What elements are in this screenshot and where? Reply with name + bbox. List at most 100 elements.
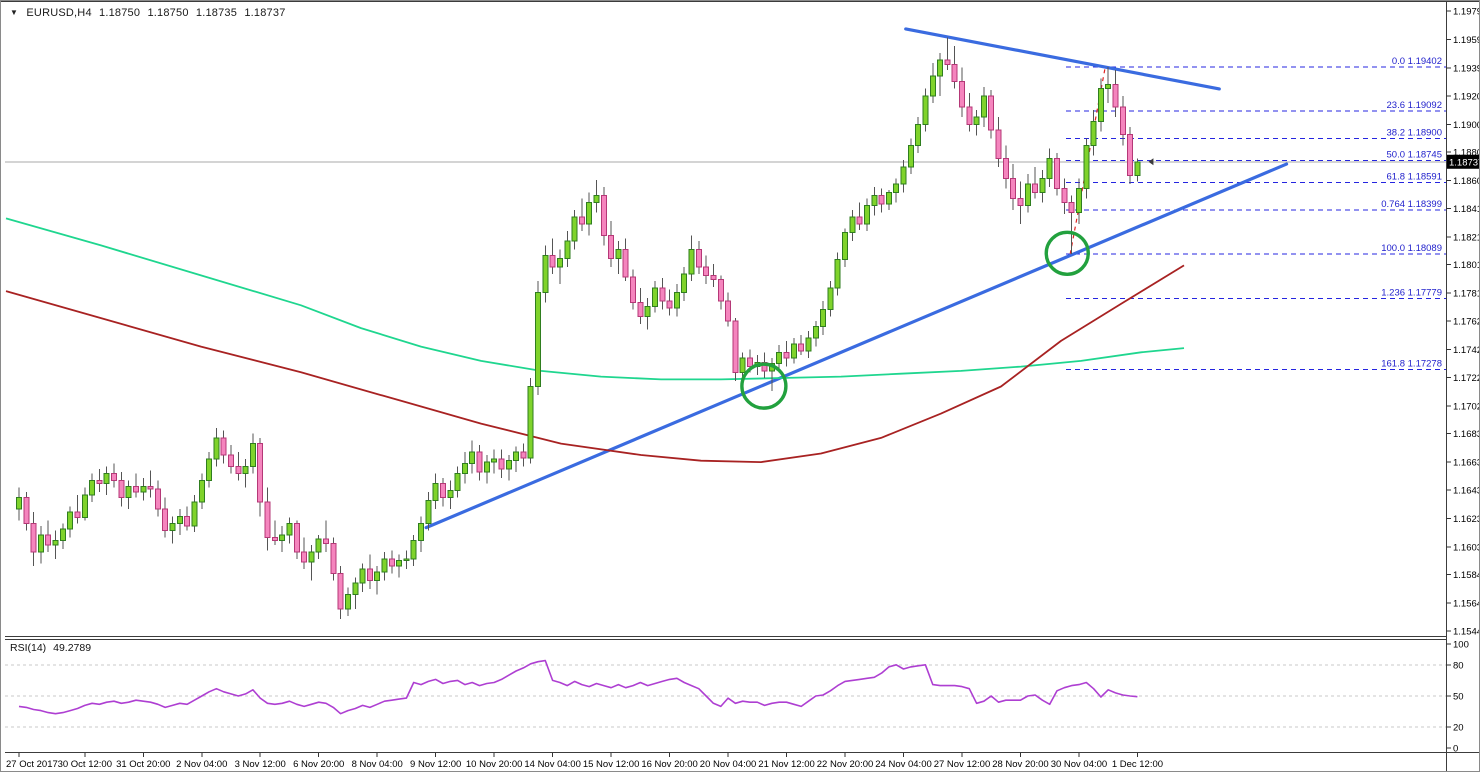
- candle-body: [111, 472, 118, 482]
- candle: [1075, 178, 1082, 225]
- candle-body: [227, 454, 234, 467]
- highlight-circle[interactable]: [740, 362, 788, 410]
- candle-body: [59, 528, 66, 541]
- candle: [995, 117, 1002, 168]
- candle: [535, 281, 542, 396]
- candle: [81, 487, 88, 521]
- rsi-scale-label: 50: [1453, 692, 1464, 703]
- last-price-marker-icon: [1142, 158, 1154, 166]
- candle: [249, 433, 256, 474]
- fib-level-label: 23.6 1.19092: [1387, 100, 1442, 111]
- price-tick-label: 1.19595: [1453, 35, 1480, 46]
- price-tick-label: 1.19795: [1453, 6, 1480, 17]
- candle-body: [1112, 83, 1119, 108]
- price-tick-label: 1.16630: [1453, 458, 1480, 469]
- chevron-down-icon[interactable]: ▼: [10, 8, 19, 17]
- candle: [227, 444, 234, 474]
- candle-body: [1075, 187, 1082, 214]
- candle: [827, 281, 834, 317]
- candle-body: [1105, 83, 1112, 90]
- candle: [491, 449, 498, 474]
- candle-body: [330, 542, 337, 574]
- candle: [732, 318, 739, 381]
- candle-body: [1090, 120, 1097, 147]
- candle-body: [89, 480, 96, 496]
- candle: [703, 255, 710, 284]
- candle: [74, 494, 81, 524]
- candle-body: [1046, 157, 1053, 179]
- candle-body: [498, 458, 505, 470]
- candle: [600, 187, 607, 246]
- price-axis[interactable]: 1.19795 1.19595 1.19395 1.19200 1.19000 1.188…: [1446, 6, 1480, 637]
- candle-body: [988, 95, 995, 131]
- trendline-descending-resistance[interactable]: [904, 27, 1221, 91]
- candle: [169, 516, 176, 544]
- ohlc-high: 1.18750: [147, 7, 189, 19]
- rsi-pane[interactable]: 100 80 50 20 0: [5, 640, 1469, 755]
- candle-body: [681, 273, 688, 293]
- candle: [951, 45, 958, 89]
- time-axis[interactable]: 27 Oct 2017 30 Oct 12:00 31 Oct 20:00 2 Nov…: [6, 753, 1163, 770]
- candle: [988, 90, 995, 139]
- rsi-line: [18, 659, 1138, 715]
- candle-body: [454, 472, 461, 492]
- candle-body: [74, 511, 81, 519]
- candle-body: [352, 582, 359, 596]
- candle-body: [637, 301, 644, 318]
- highlight-circle[interactable]: [1044, 230, 1090, 276]
- price-tick-label: 1.15840: [1453, 570, 1480, 581]
- candle: [885, 189, 892, 210]
- candle: [147, 470, 154, 498]
- candle-body: [213, 437, 220, 460]
- candle-body: [556, 257, 563, 268]
- candle: [820, 301, 827, 336]
- trendline-ascending-support[interactable]: [424, 162, 1289, 530]
- candle: [388, 550, 395, 574]
- candle-body: [439, 482, 446, 499]
- price-tick-label: 1.19200: [1453, 91, 1480, 102]
- candle-body: [1032, 183, 1039, 194]
- candle: [498, 449, 505, 478]
- candle-body: [432, 482, 439, 502]
- candlesticks: [16, 37, 1141, 619]
- candle-body: [747, 357, 753, 368]
- time-tick-label: 28 Nov 20:00: [992, 759, 1049, 770]
- candle: [776, 345, 783, 373]
- time-tick-label: 15 Nov 12:00: [583, 759, 640, 770]
- candle-body: [542, 254, 549, 293]
- candle-body: [323, 538, 330, 544]
- candle: [893, 178, 900, 203]
- candle-body: [37, 534, 44, 553]
- fib-level-label: 161.8 1.17278: [1381, 359, 1442, 370]
- candle: [45, 520, 52, 552]
- candle-body: [191, 501, 198, 527]
- candle: [1046, 148, 1053, 188]
- time-tick-label: 21 Nov 12:00: [758, 759, 815, 770]
- candle: [1068, 195, 1075, 255]
- candle-body: [520, 451, 527, 459]
- candle: [659, 278, 666, 310]
- candle: [432, 473, 439, 510]
- time-tick-label: 10 Nov 20:00: [466, 759, 523, 770]
- candle-body: [622, 249, 629, 278]
- candle-body: [1010, 177, 1017, 199]
- time-tick-label: 27 Oct 2017: [6, 759, 58, 770]
- candle: [637, 288, 644, 324]
- price-tick-label: 1.18210: [1453, 232, 1480, 243]
- candle-body: [666, 300, 673, 309]
- candle-body: [761, 361, 768, 372]
- candle-body: [995, 129, 1002, 159]
- candle: [301, 537, 308, 569]
- candle: [1054, 152, 1061, 196]
- candle: [1032, 167, 1039, 199]
- candle-body: [878, 195, 885, 205]
- candle: [1090, 110, 1097, 156]
- candle-body: [527, 386, 534, 459]
- candle: [103, 466, 110, 495]
- candle-body: [96, 480, 103, 484]
- candle-body: [732, 320, 739, 373]
- candle: [52, 530, 59, 560]
- candle-body: [842, 232, 849, 261]
- price-tick-label: 1.17815: [1453, 289, 1480, 300]
